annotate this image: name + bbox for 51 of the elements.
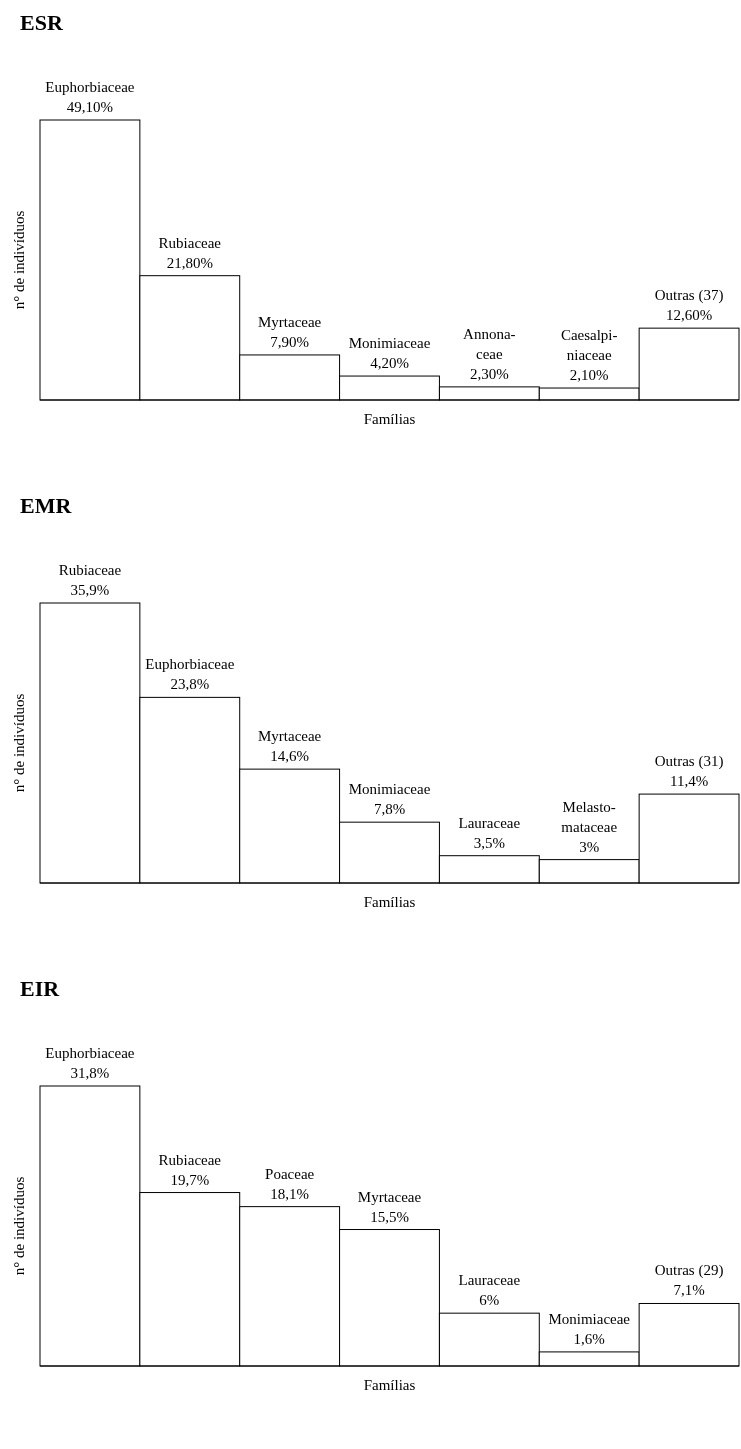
data-label: 35,9%	[70, 582, 110, 598]
data-label: 3%	[579, 838, 600, 855]
data-label: 2,30%	[469, 365, 509, 382]
x-tick-label: Myrtaceae	[357, 1188, 422, 1205]
x-tick-label: Melasto-mataceae	[561, 798, 618, 835]
data-label: 7,90%	[270, 333, 310, 350]
y-axis-title: n° de indivíduos	[11, 210, 27, 310]
x-tick-label: Monimiaceae	[348, 335, 431, 352]
data-label: 21,80%	[166, 254, 213, 271]
x-tick-label: Outras (31)	[654, 753, 724, 771]
x-tick-label: Annona-ceae	[463, 325, 516, 362]
data-label: 11,4%	[669, 773, 709, 790]
data-label: 31,8%	[70, 1065, 110, 1081]
chart-title: EIR	[20, 976, 61, 1001]
x-tick-label: Outras (29)	[654, 1262, 724, 1280]
data-label: 6%	[479, 1292, 500, 1309]
x-tick-label: Rubiaceae	[158, 1151, 222, 1168]
chart-title: EMR	[20, 493, 73, 518]
x-tick-label: Poaceae	[265, 1165, 315, 1182]
data-label: 3,5%	[473, 834, 505, 851]
x-tick-label: Rubiaceae	[158, 234, 222, 251]
x-tick-label: Lauraceae	[458, 1272, 521, 1289]
x-tick-label: Myrtaceae	[257, 728, 322, 745]
x-tick-label: Myrtaceae	[257, 313, 322, 330]
data-label: 19,7%	[170, 1171, 210, 1188]
x-tick-label: Monimiaceae	[348, 781, 431, 798]
data-label: 7,1%	[673, 1282, 705, 1299]
x-tick-label: Rubiaceae	[58, 562, 122, 578]
data-label: 23,8%	[170, 676, 210, 693]
x-tick-label: Lauraceae	[458, 814, 521, 831]
data-label: 1,6%	[573, 1330, 605, 1347]
y-axis-title: n° de indivíduos	[11, 1176, 27, 1276]
data-label: 7,8%	[373, 801, 406, 818]
x-tick-label: Euphorbiaceae	[45, 79, 135, 95]
x-tick-label: Caesalpi-niaceae	[560, 327, 618, 364]
data-label: 49,10%	[66, 99, 114, 115]
data-label: 2,10%	[569, 367, 609, 384]
x-tick-label: Outras (37)	[654, 287, 724, 305]
x-axis-title: Famílias	[363, 411, 416, 427]
data-label: 18,1%	[270, 1185, 310, 1202]
x-tick-label: Euphorbiaceae	[45, 1045, 135, 1061]
x-tick-label: Monimiaceae	[548, 1310, 631, 1327]
x-tick-label: Euphorbiaceae	[145, 656, 235, 673]
chart-title: ESR	[20, 10, 64, 35]
data-label: 12,60%	[665, 307, 713, 324]
y-axis-title: n° de indivíduos	[11, 693, 27, 793]
data-label: 14,6%	[270, 748, 310, 765]
data-label: 15,5%	[370, 1208, 409, 1225]
x-axis-title: Famílias	[363, 1377, 416, 1393]
x-axis-title: Famílias	[363, 894, 416, 910]
data-label: 4,20%	[370, 355, 409, 372]
